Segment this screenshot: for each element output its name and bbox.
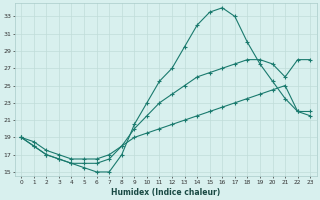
X-axis label: Humidex (Indice chaleur): Humidex (Indice chaleur) [111,188,220,197]
